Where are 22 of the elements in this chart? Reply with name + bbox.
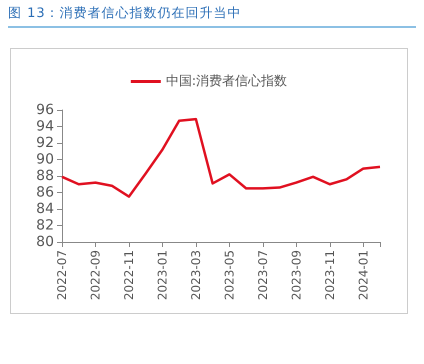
x-tick-label: 2023-03: [188, 250, 203, 300]
y-tick-label: 84: [36, 201, 54, 217]
y-tick-label: 82: [36, 218, 54, 234]
y-tick-label: 92: [36, 135, 54, 151]
x-tick-label: 2023-11: [322, 250, 337, 300]
y-tick-label: 86: [36, 184, 54, 200]
legend-label: 中国:消费者信心指数: [166, 73, 288, 89]
x-tick-label: 2023-05: [222, 250, 236, 300]
y-tick-label: 90: [36, 152, 54, 168]
x-tick-label: 2024-01: [356, 250, 370, 300]
x-tick-label: 2022-09: [88, 250, 102, 300]
y-tick-label: 80: [36, 234, 54, 250]
y-tick-label: 88: [36, 168, 54, 184]
x-tick-label: 2022-07: [55, 250, 69, 300]
chart-title: 图 13：消费者信心指数仍在回升当中: [8, 4, 416, 28]
y-tick-label: 94: [36, 118, 54, 134]
x-tick-label: 2023-01: [155, 250, 170, 300]
line-series: [60, 118, 382, 198]
x-tick-label: 2023-09: [289, 250, 304, 300]
y-tick-label: 96: [36, 102, 54, 118]
x-tick-label: 2022-11: [122, 250, 136, 300]
x-tick-label: 2023-07: [256, 250, 270, 300]
